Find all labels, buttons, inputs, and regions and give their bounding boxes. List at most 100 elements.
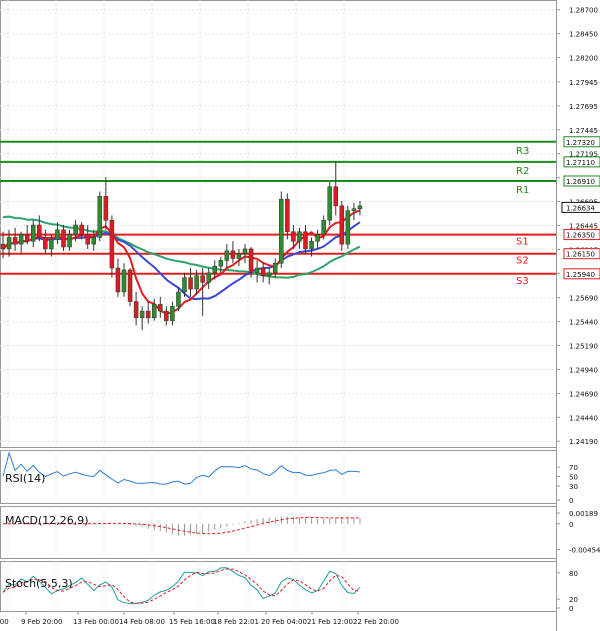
price-tick-label: 1.24940 bbox=[569, 366, 598, 374]
level-badge-value-R1: 1.26910 bbox=[566, 178, 595, 186]
candle-body bbox=[0, 243, 6, 250]
candle-body bbox=[109, 219, 115, 269]
candles bbox=[0, 160, 363, 331]
candle-body bbox=[224, 250, 230, 261]
rsi-tick-label: 0 bbox=[569, 497, 573, 505]
price-tick-label: 1.28200 bbox=[569, 55, 598, 63]
macd-label: MACD(12,26,9) bbox=[5, 514, 89, 527]
rsi-line bbox=[2, 451, 360, 485]
candle-body bbox=[212, 265, 217, 274]
candle-body bbox=[188, 277, 193, 290]
candle-body bbox=[170, 306, 175, 321]
candle-body bbox=[285, 198, 290, 232]
price-tick-label: 1.25440 bbox=[569, 319, 598, 327]
current-price-value: 1.26634 bbox=[566, 204, 595, 212]
level-label-R3: R3 bbox=[516, 146, 529, 157]
rsi-label: RSI(14) bbox=[5, 472, 45, 485]
level-label-S2: S2 bbox=[516, 256, 529, 267]
candle-body bbox=[55, 229, 60, 240]
candle-body bbox=[12, 237, 18, 245]
level-badge-R1 bbox=[563, 175, 600, 187]
candle-body bbox=[67, 234, 72, 248]
candle-body bbox=[291, 231, 296, 242]
price-tick-label: 1.27695 bbox=[569, 103, 598, 111]
level-label-S1: S1 bbox=[516, 237, 529, 248]
level-label-R2: R2 bbox=[516, 166, 529, 177]
candle-body bbox=[61, 229, 66, 248]
candle-body bbox=[230, 250, 236, 259]
candle-body bbox=[194, 275, 199, 290]
candle-body bbox=[315, 234, 320, 242]
candle-body bbox=[127, 269, 133, 302]
candle-body bbox=[133, 301, 139, 319]
candle-body bbox=[321, 219, 326, 235]
level-label-S3: S3 bbox=[516, 276, 529, 287]
current-price-badge bbox=[561, 201, 600, 213]
price-tick-label: 1.26445 bbox=[569, 222, 598, 230]
candle-body bbox=[85, 234, 90, 245]
candle-body bbox=[6, 237, 12, 250]
level-badge-value-S2: 1.26150 bbox=[566, 251, 595, 259]
candle-body bbox=[103, 196, 109, 221]
price-tick-label: 1.27445 bbox=[569, 127, 598, 135]
time-tick-label: 22 Feb 20:00 bbox=[353, 618, 399, 626]
time-tick-label: 13 Feb 00:00 bbox=[73, 618, 119, 626]
candle-body bbox=[18, 234, 24, 245]
time-tick-label: 20 Feb 04:00 bbox=[261, 618, 307, 626]
price-tick-label: 1.28450 bbox=[569, 31, 598, 39]
price-tick-label: 1.27945 bbox=[569, 79, 598, 87]
grid bbox=[0, 0, 560, 611]
candle-body bbox=[79, 224, 84, 235]
candle-body bbox=[121, 269, 127, 293]
time-tick-label: 14 Feb 08:00 bbox=[119, 618, 165, 626]
candle-body bbox=[279, 198, 284, 264]
candle-body bbox=[152, 304, 157, 319]
stoch-tick-label: 0 bbox=[569, 605, 573, 613]
candle-body bbox=[43, 237, 48, 250]
level-badge-S1 bbox=[563, 229, 600, 241]
candle-body bbox=[164, 310, 169, 321]
candle-body bbox=[248, 248, 254, 274]
level-badge-S3 bbox=[563, 268, 600, 280]
price-tick-label: 1.24190 bbox=[569, 438, 598, 446]
candle-body bbox=[236, 253, 242, 259]
candle-body bbox=[254, 267, 260, 274]
candle-body bbox=[176, 291, 181, 307]
rsi-tick-label: 30 bbox=[569, 483, 578, 491]
price-tick-label: 1.24690 bbox=[569, 390, 598, 398]
level-badge-value-S1: 1.26350 bbox=[566, 232, 595, 240]
candle-body bbox=[145, 310, 151, 319]
macd-tick-label: -0.004545 bbox=[569, 547, 600, 555]
stoch-d-line bbox=[2, 568, 360, 604]
candle-body bbox=[242, 248, 248, 254]
candle-body bbox=[206, 272, 211, 283]
candle-body bbox=[303, 231, 308, 250]
candle-body bbox=[200, 275, 205, 283]
time-tick-label: 21 Feb 12:00 bbox=[307, 618, 353, 626]
candle-body bbox=[158, 304, 163, 312]
rsi-tick-label: 70 bbox=[569, 464, 578, 472]
level-label-R1: R1 bbox=[516, 185, 529, 196]
green_ma-line bbox=[2, 215, 361, 279]
candle-body bbox=[218, 260, 224, 267]
candle-body bbox=[327, 186, 332, 221]
candle-body bbox=[115, 267, 121, 293]
candle-body bbox=[31, 224, 36, 242]
macd-tick-label: 0 bbox=[569, 521, 573, 529]
level-badge-value-R2: 1.27110 bbox=[566, 159, 595, 167]
candle-body bbox=[345, 210, 351, 245]
level-badge-value-R3: 1.27320 bbox=[566, 139, 595, 147]
candle-body bbox=[351, 208, 357, 211]
candle-body bbox=[182, 277, 187, 293]
time-tick-label: 15 Feb 16:00 bbox=[169, 618, 215, 626]
time-tick-label: 9 Feb 20:00 bbox=[21, 618, 62, 626]
stoch-label: Stoch(5,5,3) bbox=[5, 577, 73, 590]
price-tick-label: 1.28700 bbox=[569, 7, 598, 15]
level-badge-R3 bbox=[563, 136, 600, 148]
time-tick-label: 2:00 bbox=[0, 618, 9, 626]
candle-body bbox=[73, 224, 78, 235]
price-tick-label: 1.25190 bbox=[569, 343, 598, 351]
candle-body bbox=[37, 224, 42, 238]
